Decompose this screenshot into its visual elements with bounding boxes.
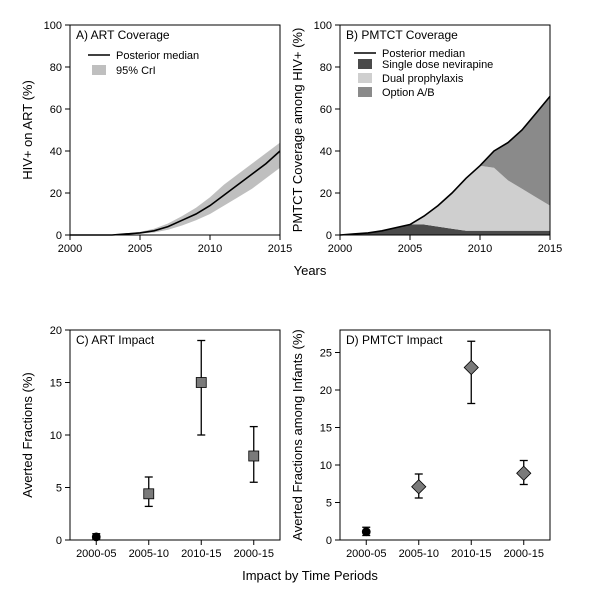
svg-text:100: 100: [314, 20, 332, 32]
svg-text:Dual prophylaxis: Dual prophylaxis: [382, 73, 464, 85]
panelC-point: [196, 378, 206, 388]
svg-text:0: 0: [56, 230, 62, 242]
panelC-ylabel: Averted Fractions (%): [20, 372, 35, 497]
figure: 0204060801002000200520102015A) ART Cover…: [0, 0, 600, 600]
svg-text:10: 10: [50, 430, 62, 442]
svg-text:20: 20: [50, 188, 62, 200]
panelA-legend: Posterior median 95% CrI: [88, 50, 199, 77]
svg-text:20: 20: [50, 325, 62, 337]
panelC-point: [249, 451, 259, 461]
svg-text:2000: 2000: [58, 243, 82, 255]
panelD-point: [362, 528, 370, 536]
svg-text:2010-15: 2010-15: [181, 548, 221, 560]
panelA-ylabel: HIV+ on ART (%): [20, 80, 35, 180]
panelC-title: C) ART Impact: [76, 333, 155, 347]
panelA-title: A) ART Coverage: [76, 28, 170, 42]
panelB-legend: Posterior medianSingle dose nevirapineDu…: [354, 48, 493, 99]
svg-text:2015: 2015: [268, 243, 292, 255]
svg-text:0: 0: [326, 230, 332, 242]
svg-text:80: 80: [320, 62, 332, 74]
svg-text:2000-05: 2000-05: [346, 548, 386, 560]
figure-svg: 0204060801002000200520102015A) ART Cover…: [0, 0, 600, 600]
xaxis-label-bottom: Impact by Time Periods: [242, 568, 378, 583]
svg-text:20: 20: [320, 188, 332, 200]
svg-text:Posterior median: Posterior median: [116, 50, 199, 62]
svg-text:95% CrI: 95% CrI: [116, 65, 156, 77]
svg-text:15: 15: [50, 378, 62, 390]
svg-text:2000-05: 2000-05: [76, 548, 116, 560]
svg-text:60: 60: [320, 104, 332, 116]
svg-text:2010: 2010: [198, 243, 222, 255]
svg-text:2000-15: 2000-15: [234, 548, 274, 560]
panelD-point: [464, 360, 478, 374]
svg-text:5: 5: [56, 483, 62, 495]
svg-text:40: 40: [320, 146, 332, 158]
svg-text:15: 15: [320, 423, 332, 435]
panelD-ylabel: Averted Fractions among Infants (%): [290, 329, 305, 540]
svg-text:2005-10: 2005-10: [399, 548, 439, 560]
panelC-point: [144, 489, 154, 499]
svg-text:25: 25: [320, 348, 332, 360]
svg-text:80: 80: [50, 62, 62, 74]
svg-text:2000: 2000: [328, 243, 352, 255]
panelD-point: [517, 466, 531, 480]
svg-text:Option A/B: Option A/B: [382, 87, 435, 99]
svg-text:60: 60: [50, 104, 62, 116]
svg-text:40: 40: [50, 146, 62, 158]
svg-text:100: 100: [44, 20, 62, 32]
svg-text:2015: 2015: [538, 243, 562, 255]
panelC-point: [92, 533, 100, 541]
panelB-title: B) PMTCT Coverage: [346, 28, 458, 42]
svg-text:5: 5: [326, 498, 332, 510]
svg-text:20: 20: [320, 385, 332, 397]
xaxis-label-top: Years: [294, 263, 327, 278]
svg-text:Single dose nevirapine: Single dose nevirapine: [382, 59, 493, 71]
svg-text:2005-10: 2005-10: [129, 548, 169, 560]
svg-text:2005: 2005: [128, 243, 152, 255]
panelD-title: D) PMTCT Impact: [346, 333, 443, 347]
svg-text:2000-15: 2000-15: [504, 548, 544, 560]
panelD-point: [412, 480, 426, 494]
svg-text:0: 0: [326, 535, 332, 547]
panelA-cri-band: [70, 143, 280, 235]
svg-text:2010-15: 2010-15: [451, 548, 491, 560]
panelB-ylabel: PMTCT Coverage among HIV+ (%): [290, 28, 305, 233]
svg-text:0: 0: [56, 535, 62, 547]
svg-text:10: 10: [320, 460, 332, 472]
svg-text:2005: 2005: [398, 243, 422, 255]
svg-text:2010: 2010: [468, 243, 492, 255]
